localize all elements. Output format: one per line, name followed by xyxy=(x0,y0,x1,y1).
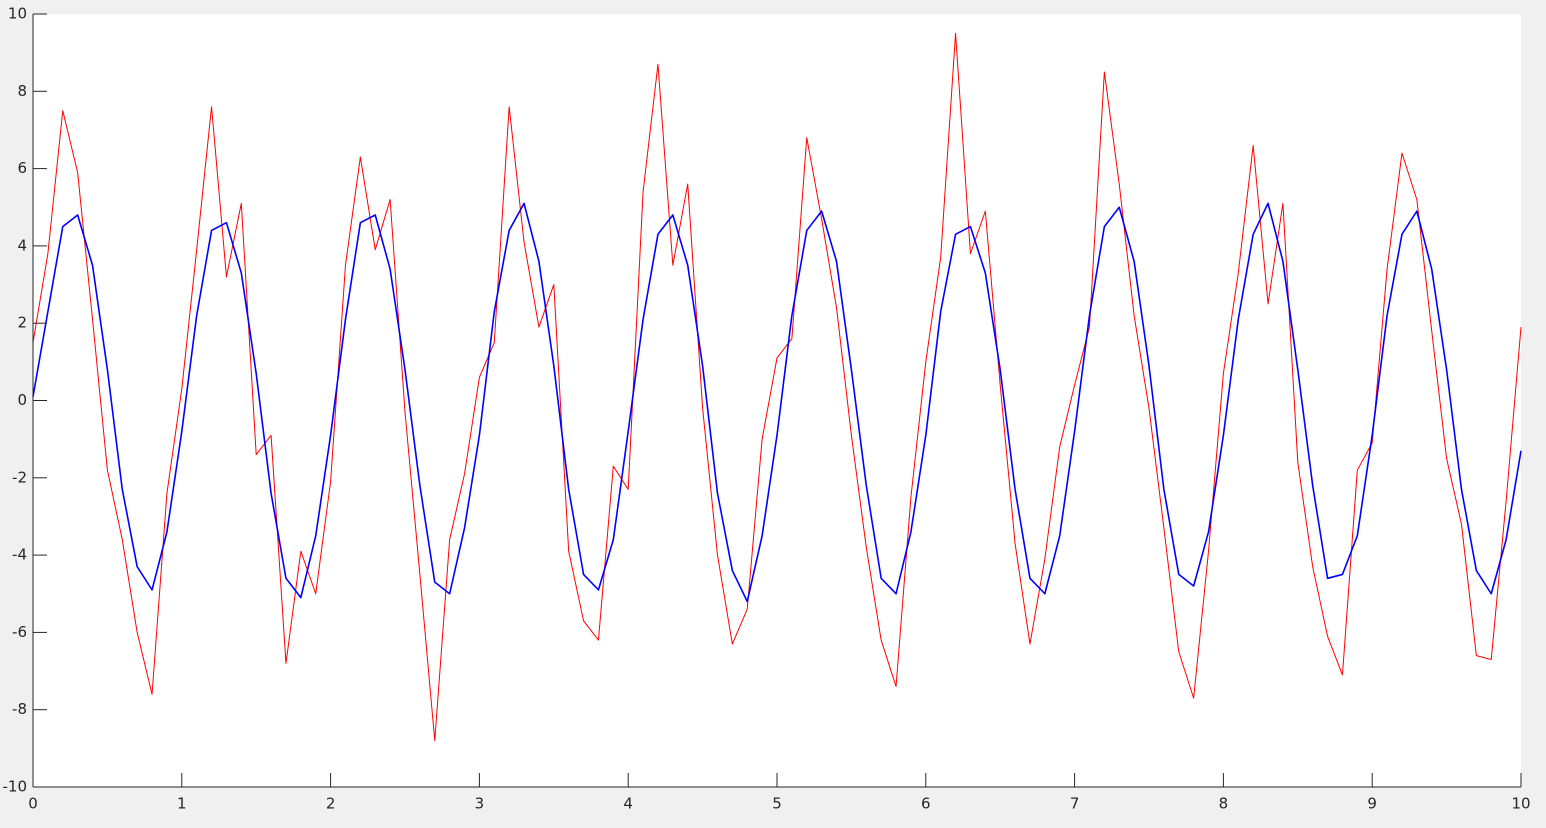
line-series xyxy=(32,202,1522,603)
x-tick-label: 2 xyxy=(326,795,336,813)
x-tick-label: 7 xyxy=(1070,795,1080,813)
x-tick-label: 3 xyxy=(475,795,485,813)
x-tick-label: 4 xyxy=(623,795,633,813)
y-tick-label: 0 xyxy=(17,391,27,409)
y-tick-label: 4 xyxy=(17,236,27,254)
y-tick-label: -6 xyxy=(12,623,27,641)
x-tick-label: 0 xyxy=(28,795,38,813)
x-tick-label: 5 xyxy=(772,795,782,813)
x-tick-label: 1 xyxy=(177,795,187,813)
y-tick-label: 8 xyxy=(17,82,27,100)
line-series xyxy=(32,32,1522,742)
y-tick-label: -10 xyxy=(3,778,28,796)
y-tick-label: 10 xyxy=(8,5,27,23)
x-tick-label: 6 xyxy=(921,795,931,813)
y-tick-label: 2 xyxy=(17,314,27,332)
y-tick-label: 6 xyxy=(17,159,27,177)
x-tick-label: 10 xyxy=(1511,795,1530,813)
plot-area xyxy=(33,14,1521,787)
x-tick-label: 8 xyxy=(1219,795,1229,813)
y-tick-label: -4 xyxy=(12,546,27,564)
y-tick-label: -2 xyxy=(12,468,27,486)
y-tick-label: -8 xyxy=(12,700,27,718)
x-tick-label: 9 xyxy=(1367,795,1377,813)
